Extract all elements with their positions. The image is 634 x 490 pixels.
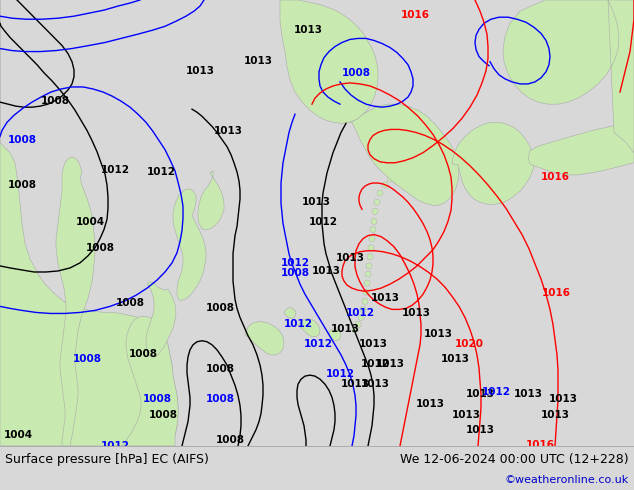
Circle shape [371, 219, 377, 224]
Polygon shape [198, 171, 224, 229]
Text: 1016: 1016 [401, 10, 429, 20]
Polygon shape [503, 0, 634, 153]
Circle shape [382, 182, 388, 188]
Text: 1008: 1008 [8, 180, 37, 190]
Text: 1008: 1008 [205, 303, 235, 314]
Polygon shape [56, 157, 95, 446]
Text: 1008: 1008 [342, 68, 370, 78]
Text: 1008: 1008 [86, 243, 115, 253]
Text: 1008: 1008 [129, 349, 157, 359]
Polygon shape [146, 282, 176, 357]
Text: 1008: 1008 [216, 435, 245, 445]
Text: 1013: 1013 [340, 379, 370, 389]
Polygon shape [329, 329, 341, 341]
Text: 1012: 1012 [361, 359, 389, 369]
Circle shape [390, 170, 396, 176]
Circle shape [355, 321, 361, 328]
Text: 1008: 1008 [205, 364, 235, 374]
Circle shape [362, 298, 368, 304]
Text: 1013: 1013 [375, 359, 404, 369]
Text: 1013: 1013 [424, 329, 453, 339]
Text: 1013: 1013 [370, 294, 399, 303]
Circle shape [358, 315, 364, 320]
Polygon shape [280, 0, 378, 123]
Circle shape [364, 280, 370, 286]
Text: 1008: 1008 [143, 394, 172, 404]
Text: 1013: 1013 [358, 339, 387, 349]
Polygon shape [245, 321, 284, 355]
Text: 1013: 1013 [335, 253, 365, 263]
Text: 1004: 1004 [3, 430, 32, 440]
Text: 1013: 1013 [302, 197, 330, 207]
Text: We 12-06-2024 00:00 UTC (12+228): We 12-06-2024 00:00 UTC (12+228) [401, 453, 629, 466]
Text: 1013: 1013 [548, 394, 578, 404]
Circle shape [365, 271, 371, 277]
Text: 1013: 1013 [214, 126, 242, 136]
Text: 1008: 1008 [41, 96, 70, 106]
Circle shape [366, 263, 372, 269]
Text: 1012: 1012 [346, 308, 375, 318]
Text: 1020: 1020 [455, 339, 484, 349]
Text: 1008: 1008 [205, 394, 235, 404]
Text: 1012: 1012 [325, 369, 354, 379]
Polygon shape [350, 104, 459, 205]
Text: 1016: 1016 [541, 288, 571, 298]
Text: Surface pressure [hPa] EC (AIFS): Surface pressure [hPa] EC (AIFS) [5, 453, 209, 466]
Text: 1012: 1012 [481, 387, 510, 397]
Text: ©weatheronline.co.uk: ©weatheronline.co.uk [505, 475, 629, 485]
Text: 1013: 1013 [186, 66, 214, 76]
Text: 1008: 1008 [8, 135, 37, 145]
Text: 1013: 1013 [243, 56, 273, 66]
Text: 1008: 1008 [280, 268, 309, 278]
Polygon shape [452, 122, 534, 204]
Circle shape [372, 208, 378, 214]
Text: 1016: 1016 [541, 172, 569, 182]
Text: 1013: 1013 [541, 410, 569, 419]
Circle shape [352, 327, 358, 333]
Text: 1012: 1012 [309, 218, 337, 227]
Text: 1012: 1012 [101, 441, 129, 451]
Text: 1013: 1013 [465, 425, 495, 435]
Text: 1012: 1012 [283, 318, 313, 329]
Text: 1012: 1012 [280, 258, 309, 268]
Polygon shape [122, 317, 178, 446]
Text: 1012: 1012 [146, 167, 176, 177]
Text: 1013: 1013 [401, 308, 430, 318]
Text: 1012: 1012 [101, 165, 129, 175]
Text: 1013: 1013 [294, 25, 323, 35]
Text: 1013: 1013 [311, 266, 340, 276]
Circle shape [363, 289, 369, 295]
Text: 1004: 1004 [75, 218, 105, 227]
Text: 1008: 1008 [115, 298, 145, 308]
Polygon shape [173, 189, 206, 300]
Text: 1013: 1013 [441, 354, 470, 364]
Circle shape [370, 226, 376, 233]
Polygon shape [528, 122, 634, 175]
Circle shape [368, 245, 374, 251]
Text: 1013: 1013 [451, 410, 481, 419]
Text: 1013: 1013 [415, 399, 444, 410]
Circle shape [369, 236, 375, 242]
Circle shape [377, 190, 383, 196]
Polygon shape [392, 175, 400, 184]
Polygon shape [298, 318, 320, 337]
Text: 1016: 1016 [526, 440, 555, 450]
Text: 1013: 1013 [514, 390, 543, 399]
Text: 1008: 1008 [148, 410, 178, 419]
Text: 1008: 1008 [72, 354, 101, 364]
Text: 1012: 1012 [304, 339, 332, 349]
Text: 1013: 1013 [330, 323, 359, 334]
Text: 1013: 1013 [465, 390, 495, 399]
Circle shape [367, 254, 373, 260]
Text: 1013: 1013 [361, 379, 389, 389]
Polygon shape [284, 307, 296, 318]
Circle shape [387, 176, 393, 182]
Circle shape [360, 306, 366, 313]
Polygon shape [0, 0, 178, 446]
Circle shape [374, 199, 380, 205]
